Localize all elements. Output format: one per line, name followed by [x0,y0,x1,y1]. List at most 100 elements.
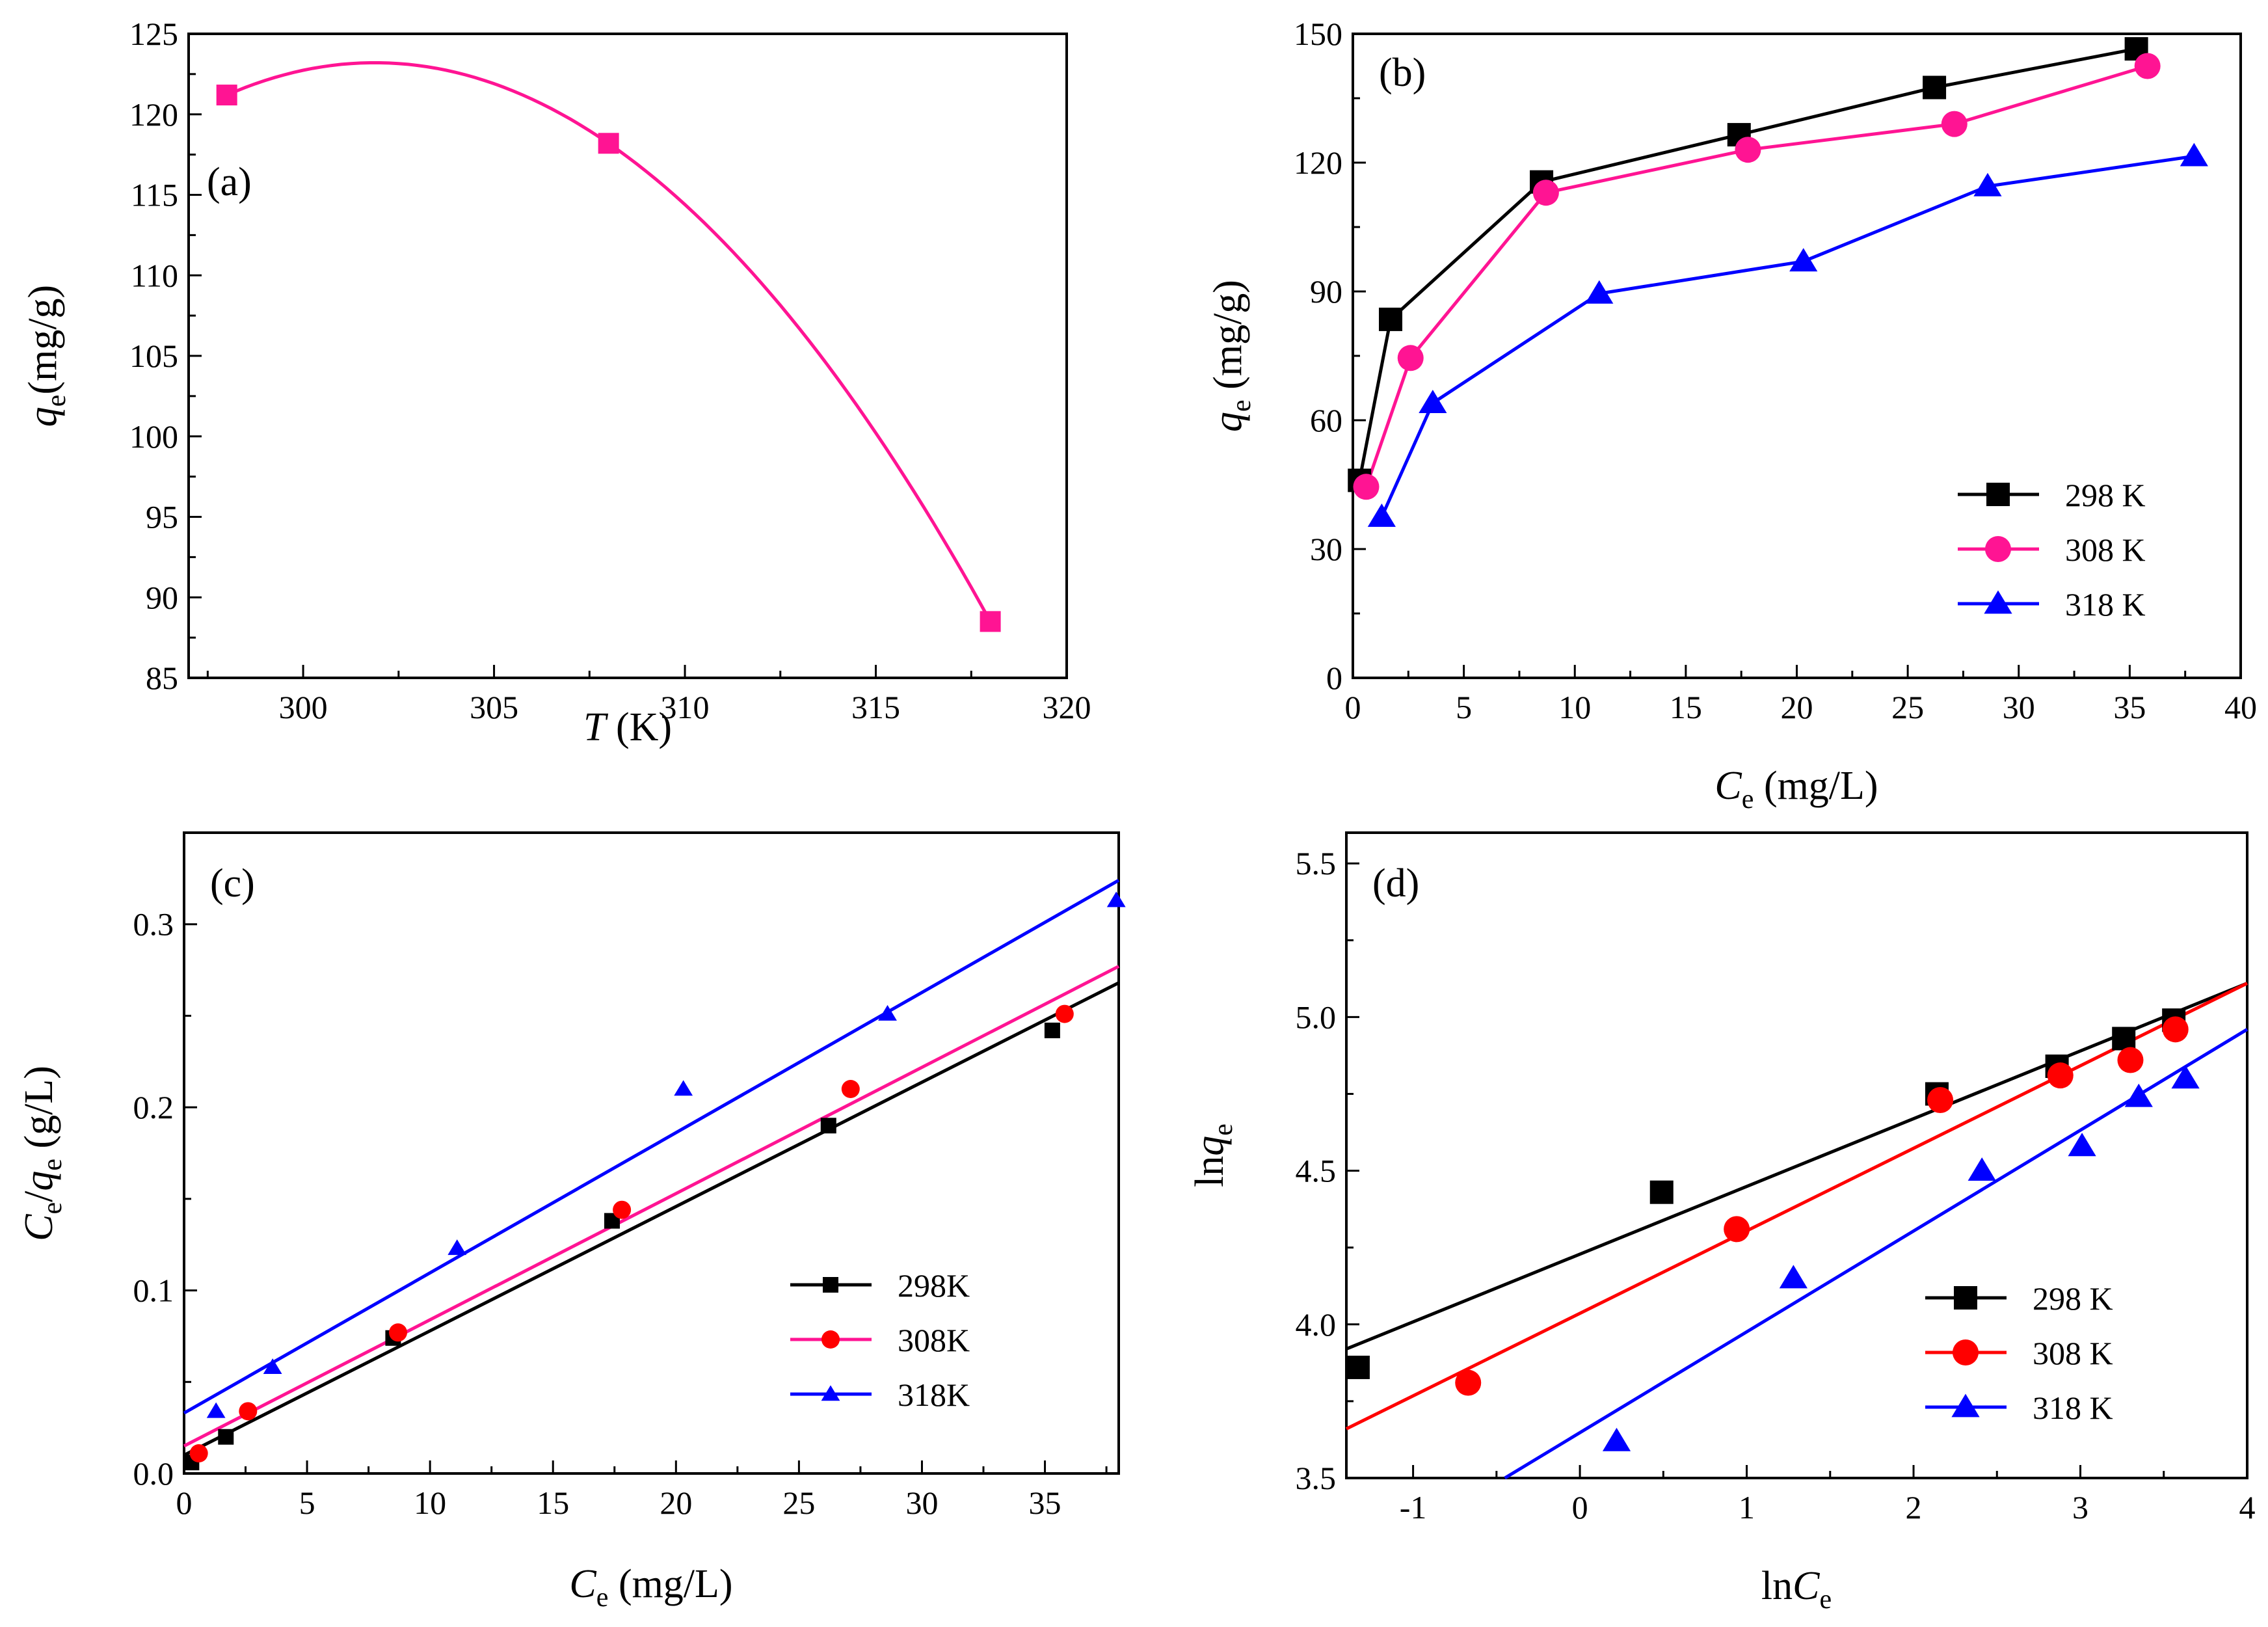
x-tick-label: 0 [176,1485,193,1521]
y-tick-label: 85 [146,660,178,696]
data-point [1379,307,1403,331]
data-point [447,1239,467,1256]
x-tick-label: 5 [1456,689,1472,725]
panel-d-ylabel: lnqe [1188,1123,1238,1187]
data-point [189,1444,208,1463]
panel-a-label: (a) [207,160,252,204]
panel-a-frame [187,33,1068,679]
x-tick-label: 10 [1558,689,1591,725]
legend-marker [1985,536,2011,562]
data-point [2171,1065,2200,1089]
panel-c-label: (c) [210,861,255,906]
legend-label: 308 K [2033,1335,2113,1371]
data-point [613,1200,632,1219]
y-tick-label: 0.0 [133,1455,174,1492]
data-point [820,1118,836,1134]
x-tick-label: 0 [1572,1489,1588,1526]
legend-label: 318 K [2065,586,2146,623]
x-tick-label: 30 [905,1485,938,1521]
data-point [674,1080,693,1096]
x-tick-label: 310 [661,689,710,725]
x-tick-label: 40 [2224,689,2257,725]
data-point [2124,1083,2153,1107]
y-tick-label: 120 [129,96,178,133]
x-tick-label: -1 [1400,1489,1427,1526]
panel-a: 300 305 310 315 320859095100105110115120125 … [21,16,1091,749]
fit-line-2 [1504,1028,2248,1480]
legend-marker [1953,1339,1979,1365]
data-point [1735,137,1761,163]
y-tick-label: 4.0 [1296,1306,1337,1343]
data-point [1455,1369,1482,1396]
panel-d-xlabel: lnCe [1761,1564,1832,1615]
data-point [1602,1427,1631,1451]
y-tick-label: 95 [146,499,178,535]
legend-label: 308K [898,1322,970,1358]
legend-label: 318K [898,1377,970,1413]
legend-label: 298K [898,1267,970,1304]
data-point [1055,1004,1074,1023]
legend-marker [821,1385,840,1401]
y-tick-label: 0.2 [133,1089,174,1125]
y-tick-label: 5.0 [1296,999,1337,1035]
x-tick-label: 10 [414,1485,446,1521]
data-point [1419,390,1447,413]
x-tick-label: 15 [1670,689,1702,725]
x-tick-label: 1 [1739,1489,1755,1526]
panel-d-label: (d) [1372,861,1419,906]
x-tick-label: 0 [1345,689,1361,725]
panel-c: 0 5 10 15 20 25 30 35 0.0 0.1 0.2 0.3 (c) Ce (mg/L)… [17,831,1126,1613]
y-tick-label: 3.5 [1296,1460,1337,1496]
series-line-1 [1365,64,2148,488]
data-point [206,1402,226,1418]
fit-line-0 [1346,982,2248,1351]
data-point [1346,1355,1370,1379]
x-tick-label: 315 [851,689,900,725]
panel-c-frame [183,831,1120,1475]
x-tick-label: 5 [299,1485,315,1521]
fit-line-1 [183,965,1120,1448]
y-tick-label: 90 [1310,273,1342,310]
data-point [1941,111,1968,137]
data-point [2047,1062,2074,1089]
y-tick-label: 150 [1294,16,1342,52]
panel-c-xlabel: Ce (mg/L) [569,1562,732,1613]
panel-a-ylabel: qe(mg/g) [21,285,72,427]
y-tick-label: 90 [146,579,178,615]
legend-label: 318 K [2033,1390,2113,1426]
data-point [1649,1180,1674,1204]
legend-marker [823,1277,838,1293]
legend-marker [1954,1286,1977,1310]
panel-b-frame [1352,33,2242,679]
legend-label: 298 K [2033,1280,2113,1317]
x-tick-label: 20 [660,1485,692,1521]
x-tick-label: 25 [1891,689,1924,725]
y-tick-label: 60 [1310,402,1342,438]
y-tick-label: 115 [131,177,178,213]
x-tick-label: 25 [782,1485,815,1521]
y-tick-label: 125 [129,16,178,52]
y-tick-label: 100 [129,418,178,455]
data-point [2112,1027,2136,1051]
data-point [388,1323,407,1342]
series-line-0 [1357,47,2137,481]
panel-b-xlabel: Ce (mg/L) [1714,764,1878,814]
panel-a-xlabel: T (K) [583,705,672,749]
x-tick-label: 35 [2113,689,2146,725]
series-line-2 [1380,154,2195,518]
x-tick-label: 300 [279,689,328,725]
data-point [263,1358,282,1375]
data-point [1044,1022,1060,1038]
data-point [980,611,1001,632]
data-point [2117,1047,2144,1073]
data-point [2134,53,2161,79]
fit-line-0 [183,981,1120,1457]
y-tick-label: 4.5 [1296,1153,1337,1189]
data-point [1973,172,2002,196]
y-tick-label: 5.5 [1296,845,1337,881]
data-point [878,1004,897,1021]
x-tick-label: 35 [1029,1485,1061,1521]
data-point [239,1402,258,1421]
data-point [1397,345,1424,371]
legend-marker [1951,1393,1980,1418]
